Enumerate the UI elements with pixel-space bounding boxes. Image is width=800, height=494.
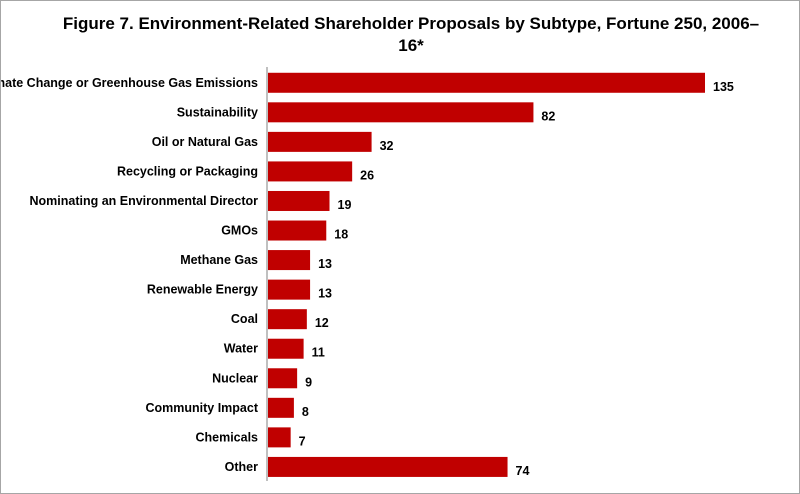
bar bbox=[268, 190, 330, 211]
chart-title: Figure 7. Environment-Related Shareholde… bbox=[62, 14, 760, 55]
data-label: 18 bbox=[334, 228, 348, 242]
data-label: 13 bbox=[318, 287, 332, 301]
category-label: Water bbox=[224, 342, 258, 356]
data-label: 11 bbox=[312, 346, 325, 360]
bar bbox=[268, 161, 353, 182]
bar bbox=[268, 72, 705, 93]
category-label: Nominating an Environmental Director bbox=[29, 194, 258, 208]
data-label: 13 bbox=[318, 257, 332, 271]
category-label: Community Impact bbox=[145, 401, 258, 415]
bar bbox=[268, 250, 311, 271]
data-label: 74 bbox=[516, 464, 530, 478]
category-label: Other bbox=[225, 460, 258, 474]
data-label: 9 bbox=[305, 375, 312, 389]
data-label: 135 bbox=[713, 80, 734, 94]
bar bbox=[268, 131, 372, 152]
bar bbox=[268, 397, 294, 418]
category-label: Recycling or Packaging bbox=[117, 164, 258, 178]
bar bbox=[268, 309, 307, 330]
category-label: Coal bbox=[231, 312, 258, 326]
category-label: Methane Gas bbox=[180, 253, 258, 267]
category-label: Nuclear bbox=[212, 371, 258, 385]
bar bbox=[268, 220, 327, 241]
data-label: 19 bbox=[338, 198, 352, 212]
bar bbox=[268, 338, 304, 359]
data-label: 8 bbox=[302, 405, 309, 419]
data-label: 12 bbox=[315, 316, 329, 330]
category-label: Climate Change or Greenhouse Gas Emissio… bbox=[1, 76, 258, 90]
category-label: Oil or Natural Gas bbox=[152, 135, 258, 149]
data-label: 82 bbox=[541, 109, 555, 123]
data-label: 32 bbox=[380, 139, 394, 153]
data-label: 7 bbox=[299, 434, 306, 448]
bar bbox=[268, 456, 508, 477]
category-label: Sustainability bbox=[177, 105, 258, 119]
bar bbox=[268, 279, 311, 300]
bar bbox=[268, 427, 291, 448]
bar bbox=[268, 368, 298, 389]
category-label: GMOs bbox=[221, 224, 258, 238]
data-label: 26 bbox=[360, 168, 374, 182]
bar bbox=[268, 102, 534, 123]
category-label: Chemicals bbox=[195, 430, 258, 444]
category-label: Renewable Energy bbox=[147, 283, 258, 297]
